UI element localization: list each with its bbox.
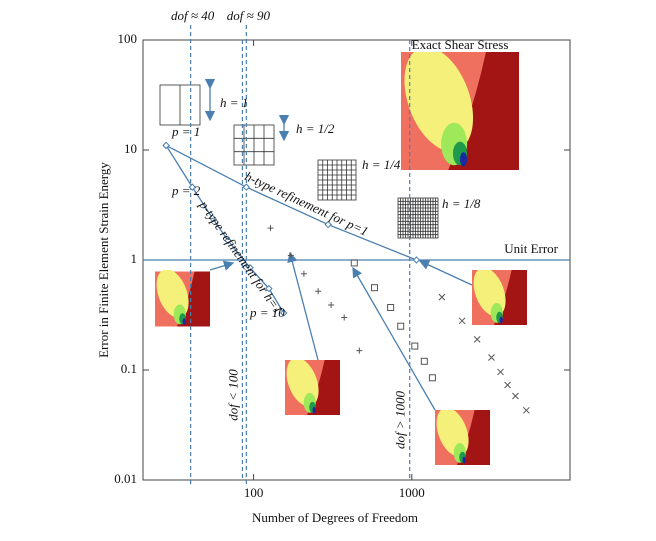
annotation: h = 1/4 <box>362 157 401 172</box>
point <box>512 392 519 400</box>
y-tick-label: 0.01 <box>114 471 137 486</box>
mesh-icons <box>159 84 439 239</box>
annotation: p = 1 <box>171 124 200 139</box>
point <box>162 141 170 150</box>
dof-label: dof ≈ 40 <box>171 8 215 23</box>
point <box>438 293 446 301</box>
point <box>420 357 428 365</box>
x-tick-label: 1000 <box>399 485 425 500</box>
annotation: p = 10 <box>249 305 285 320</box>
point <box>208 214 217 222</box>
contour-inset <box>155 270 210 327</box>
dof-label: dof < 100 <box>225 369 240 421</box>
point <box>224 236 232 245</box>
point <box>387 303 395 311</box>
point <box>265 284 273 293</box>
pointer-arrows <box>204 78 473 411</box>
y-tick-label: 10 <box>124 141 137 156</box>
contour-inset <box>285 360 340 415</box>
unit-error-label: Unit Error <box>504 241 558 256</box>
dof-label: dof ≈ 90 <box>227 8 271 23</box>
point <box>267 225 274 232</box>
point <box>300 270 307 277</box>
x-axis-label: Number of Degrees of Freedom <box>252 510 418 525</box>
annotation: h = 1 <box>220 95 248 110</box>
contour-inset <box>400 52 519 170</box>
y-tick-label: 1 <box>131 251 138 266</box>
contour-inset <box>472 270 527 325</box>
annotation: p = 2 <box>171 183 201 198</box>
y-axis-label: Error in Finite Element Strain Energy <box>96 162 111 358</box>
y-tick-label: 0.1 <box>121 361 137 376</box>
x-tick-label: 100 <box>244 485 264 500</box>
y-tick-label: 100 <box>118 31 138 46</box>
point <box>324 220 332 229</box>
point <box>188 183 197 191</box>
point <box>411 342 419 350</box>
point <box>356 347 363 354</box>
point <box>315 288 322 295</box>
point <box>246 264 254 272</box>
point <box>242 183 251 191</box>
refinement-line <box>165 144 417 261</box>
annotation: h = 1/8 <box>442 196 481 211</box>
dof-label: dof > 1000 <box>393 391 408 449</box>
point <box>504 381 511 389</box>
point <box>458 317 466 325</box>
point <box>397 322 405 330</box>
point <box>473 335 481 343</box>
point <box>370 284 378 292</box>
point <box>488 354 495 361</box>
annotation: h = 1/2 <box>296 121 335 136</box>
point <box>328 301 335 308</box>
point <box>350 259 358 267</box>
point <box>428 374 436 382</box>
point <box>412 256 421 264</box>
point <box>523 406 530 414</box>
point <box>287 252 294 259</box>
annotation: Exact Shear Stress <box>412 37 509 52</box>
contour-inset <box>435 410 490 465</box>
point <box>497 368 504 376</box>
point <box>279 309 288 317</box>
point <box>341 314 348 321</box>
